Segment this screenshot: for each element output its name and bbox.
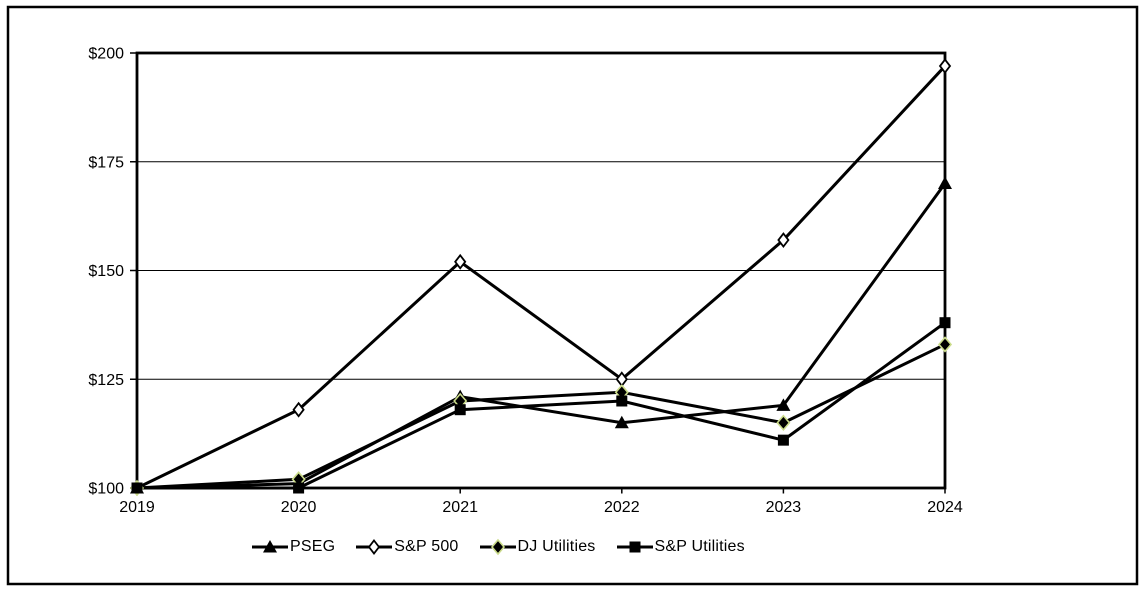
legend-label: PSEG	[290, 538, 336, 555]
series-marker-dj-utilities	[937, 336, 953, 353]
x-axis-tick-label: 2021	[442, 499, 478, 516]
series-marker-s-p-500	[368, 539, 381, 555]
series-marker-s-p-utilities	[629, 541, 641, 553]
series-marker-s-p-utilities	[616, 395, 628, 407]
series-marker-s-p-500	[454, 253, 467, 270]
legend-label: DJ Utilities	[517, 538, 596, 555]
series-marker-s-p-utilities	[777, 434, 789, 446]
legend-label: S&P Utilities	[654, 538, 745, 555]
x-axis-tick-label: 2024	[927, 499, 963, 516]
series-marker-s-p-500	[777, 232, 790, 249]
series-marker-s-p-utilities	[131, 482, 143, 494]
series-line-s-p-500	[136, 65, 947, 490]
series-marker-s-p-utilities	[454, 404, 466, 416]
dj-utilities-marker-icon	[479, 538, 516, 556]
s-p-utilities-marker-icon	[616, 541, 653, 553]
y-axis-tick-label: $175	[88, 154, 124, 171]
series-marker-pseg	[776, 398, 791, 411]
series-marker-pseg	[938, 176, 952, 189]
series-marker-s-p-utilities	[939, 317, 951, 329]
y-axis-tick-label: $150	[88, 263, 124, 280]
series-marker-s-p-500	[292, 401, 305, 418]
legend-item-s-p-utilities: S&P Utilities	[616, 538, 745, 556]
series-line-dj-utilities	[136, 343, 946, 490]
series-marker-pseg	[263, 540, 277, 553]
plot-frame	[135, 51, 947, 490]
s-p-500-marker-icon	[356, 539, 393, 555]
x-axis-tick-label: 2020	[281, 499, 317, 516]
x-axis-tick-label: 2023	[766, 499, 802, 516]
series-marker-dj-utilities	[776, 414, 791, 431]
series-marker-pseg	[614, 415, 629, 429]
y-axis-tick-label: $100	[88, 481, 124, 498]
x-axis-tick-label: 2022	[604, 499, 640, 516]
y-axis-tick-label: $200	[88, 46, 124, 63]
series-marker-s-p-500	[938, 58, 952, 75]
outer-border	[6, 5, 1139, 586]
y-axis-tick-label: $125	[88, 372, 124, 389]
chart-legend: PSEG S&P 500 DJ Utilities S&P Utilities	[252, 538, 745, 556]
legend-item-pseg: PSEG	[252, 538, 335, 556]
pseg-marker-icon	[252, 540, 288, 553]
series-line-pseg	[136, 182, 947, 490]
legend-label: S&P 500	[394, 538, 459, 555]
legend-item-dj-utilities: DJ Utilities	[479, 538, 596, 556]
series-marker-s-p-utilities	[293, 482, 305, 494]
x-axis-tick-label: 2019	[119, 499, 155, 516]
series-marker-dj-utilities	[490, 538, 505, 556]
legend-item-s-p-500: S&P 500	[356, 538, 458, 556]
